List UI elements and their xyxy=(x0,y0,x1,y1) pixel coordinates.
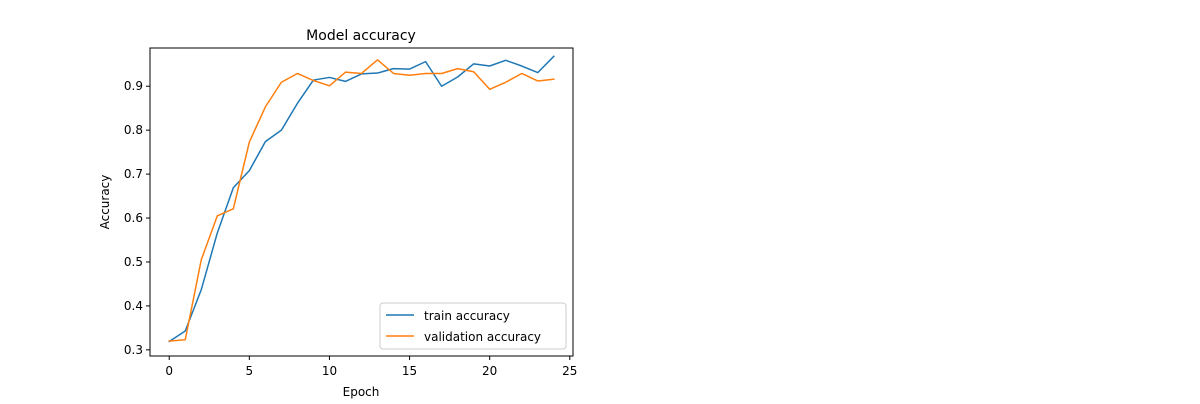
legend-label-validation: validation accuracy xyxy=(424,330,541,344)
y-tick-label: 0.9 xyxy=(124,79,143,93)
y-tick-label: 0.6 xyxy=(124,211,143,225)
legend-label-train: train accuracy xyxy=(424,309,510,323)
chart-title: Model accuracy xyxy=(306,28,416,44)
x-tick-label: 25 xyxy=(562,364,577,378)
plot-frame xyxy=(149,47,574,357)
series-line-validation xyxy=(168,59,555,342)
legend: train accuracy validation accuracy xyxy=(379,302,567,350)
y-tick-label: 0.7 xyxy=(124,167,143,181)
y-tick-label: 0.5 xyxy=(124,255,143,269)
y-tick-label: 0.3 xyxy=(124,343,143,357)
y-tick-label: 0.8 xyxy=(124,123,143,137)
x-tick-label: 10 xyxy=(322,364,337,378)
x-axis-label: Epoch xyxy=(343,385,380,399)
x-tick-label: 20 xyxy=(482,364,497,378)
x-tick-label: 15 xyxy=(402,364,417,378)
x-tick-label: 5 xyxy=(246,364,254,378)
legend-box xyxy=(379,302,567,350)
y-tick-label: 0.4 xyxy=(124,299,143,313)
x-tick-label: 0 xyxy=(165,364,173,378)
y-axis-label: Accuracy xyxy=(98,175,112,230)
